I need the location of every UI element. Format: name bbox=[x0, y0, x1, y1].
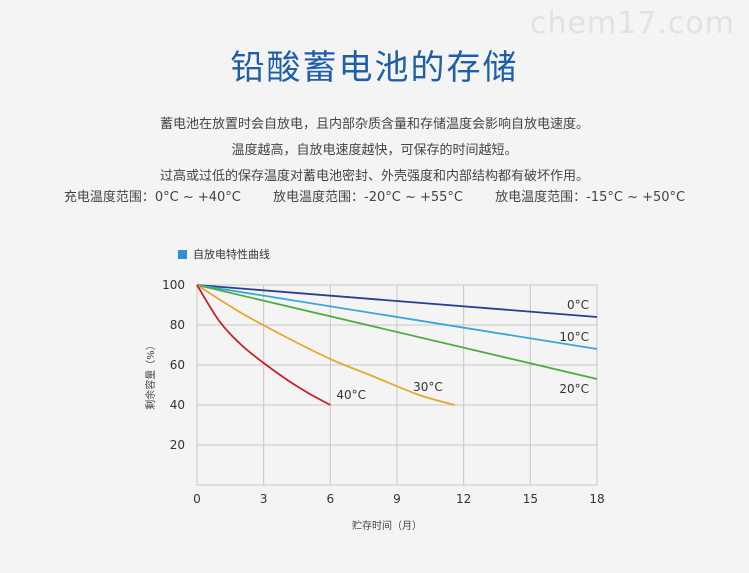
x-tick-label: 18 bbox=[589, 492, 604, 506]
series-line bbox=[196, 284, 598, 380]
x-tick-label: 6 bbox=[327, 492, 335, 506]
series-label: 0°C bbox=[567, 298, 589, 312]
intro-line: 温度越高，自放电速度越快，可保存的时间越短。 bbox=[231, 143, 518, 158]
series-label: 10°C bbox=[559, 330, 589, 344]
series-label: 20°C bbox=[559, 382, 589, 396]
x-tick-label: 15 bbox=[523, 492, 538, 506]
intro-line: 过高或过低的保存温度对蓄电池密封、外壳强度和内部结构都有破坏作用。 bbox=[159, 169, 589, 184]
series-line bbox=[196, 284, 598, 318]
charge-temp-range: 充电温度范围：0°C ~ +40°C bbox=[63, 190, 241, 205]
series-line bbox=[196, 284, 456, 406]
chart-legend: 自放电特性曲线 bbox=[178, 246, 270, 262]
x-tick-label: 0 bbox=[193, 492, 201, 506]
series-line bbox=[196, 284, 598, 350]
x-tick-label: 3 bbox=[260, 492, 268, 506]
x-tick-label: 9 bbox=[393, 492, 401, 506]
y-tick-label: 80 bbox=[170, 318, 185, 332]
x-tick-label: 12 bbox=[456, 492, 471, 506]
discharge-temp-range-2: 放电温度范围：-15°C ~ +50°C bbox=[495, 190, 686, 205]
y-tick-label: 60 bbox=[170, 358, 185, 372]
series-label: 40°C bbox=[336, 388, 366, 402]
watermark: chem17.com bbox=[530, 6, 735, 41]
x-axis-label: 贮存时间（月） bbox=[352, 519, 422, 532]
page-title: 铅酸蓄电池的存储 bbox=[230, 48, 519, 88]
series-line bbox=[196, 284, 331, 406]
y-tick-label: 40 bbox=[170, 398, 185, 412]
intro-line: 蓄电池在放置时会自放电，且内部杂质含量和存储温度会影响自放电速度。 bbox=[159, 117, 589, 132]
discharge-temp-range: 放电温度范围：-20°C ~ +55°C bbox=[273, 190, 464, 205]
y-tick-label: 100 bbox=[162, 278, 185, 292]
y-tick-label: 20 bbox=[170, 438, 185, 452]
self-discharge-chart: 0 3 6 9 12 15 18 20 40 60 80 100 贮存时间（月） 剩余容量（%） 0°C 10… bbox=[144, 278, 605, 532]
series-label: 30°C bbox=[413, 380, 443, 394]
intro-text: 蓄电池在放置时会自放电，且内部杂质含量和存储温度会影响自放电速度。 温度越高，自… bbox=[0, 112, 749, 190]
legend-swatch bbox=[178, 249, 187, 259]
y-axis-label: 剩余容量（%） bbox=[144, 340, 157, 410]
temperature-ranges: 充电温度范围：0°C ~ +40°C 放电温度范围：-20°C ~ +55°C … bbox=[0, 186, 749, 205]
legend-label: 自放电特性曲线 bbox=[193, 248, 270, 261]
